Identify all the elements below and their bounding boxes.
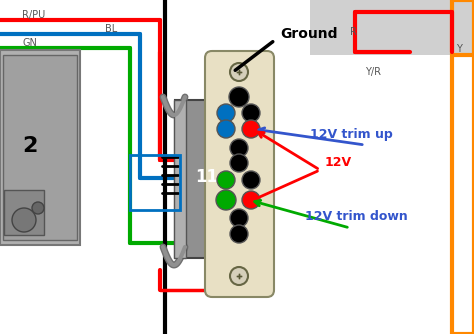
- FancyBboxPatch shape: [310, 0, 474, 55]
- FancyBboxPatch shape: [0, 50, 80, 245]
- Text: Ground: Ground: [280, 27, 337, 41]
- Text: Y/R: Y/R: [365, 67, 381, 77]
- Text: Y: Y: [456, 44, 462, 54]
- Circle shape: [242, 104, 260, 122]
- Circle shape: [217, 171, 235, 189]
- FancyBboxPatch shape: [174, 100, 186, 258]
- Text: GN: GN: [22, 38, 37, 48]
- Circle shape: [230, 154, 248, 172]
- Text: R: R: [350, 27, 357, 37]
- Circle shape: [12, 208, 36, 232]
- Text: R/PU: R/PU: [22, 10, 45, 20]
- Circle shape: [242, 120, 260, 138]
- Circle shape: [230, 139, 248, 157]
- Circle shape: [229, 87, 249, 107]
- Circle shape: [230, 225, 248, 243]
- Text: 12V trim up: 12V trim up: [310, 128, 393, 141]
- FancyBboxPatch shape: [3, 55, 77, 240]
- FancyBboxPatch shape: [4, 190, 44, 235]
- Circle shape: [217, 104, 235, 122]
- Text: BL: BL: [105, 24, 117, 34]
- Text: 12V trim down: 12V trim down: [305, 210, 408, 223]
- Circle shape: [230, 63, 248, 81]
- Circle shape: [242, 191, 260, 209]
- Text: 11: 11: [195, 168, 218, 186]
- FancyBboxPatch shape: [205, 51, 274, 297]
- Circle shape: [230, 267, 248, 285]
- Circle shape: [242, 171, 260, 189]
- Text: 2: 2: [22, 136, 37, 156]
- Circle shape: [230, 209, 248, 227]
- Circle shape: [32, 202, 44, 214]
- Circle shape: [216, 190, 236, 210]
- Text: 12V: 12V: [325, 156, 352, 169]
- FancyBboxPatch shape: [175, 100, 243, 258]
- Circle shape: [217, 120, 235, 138]
